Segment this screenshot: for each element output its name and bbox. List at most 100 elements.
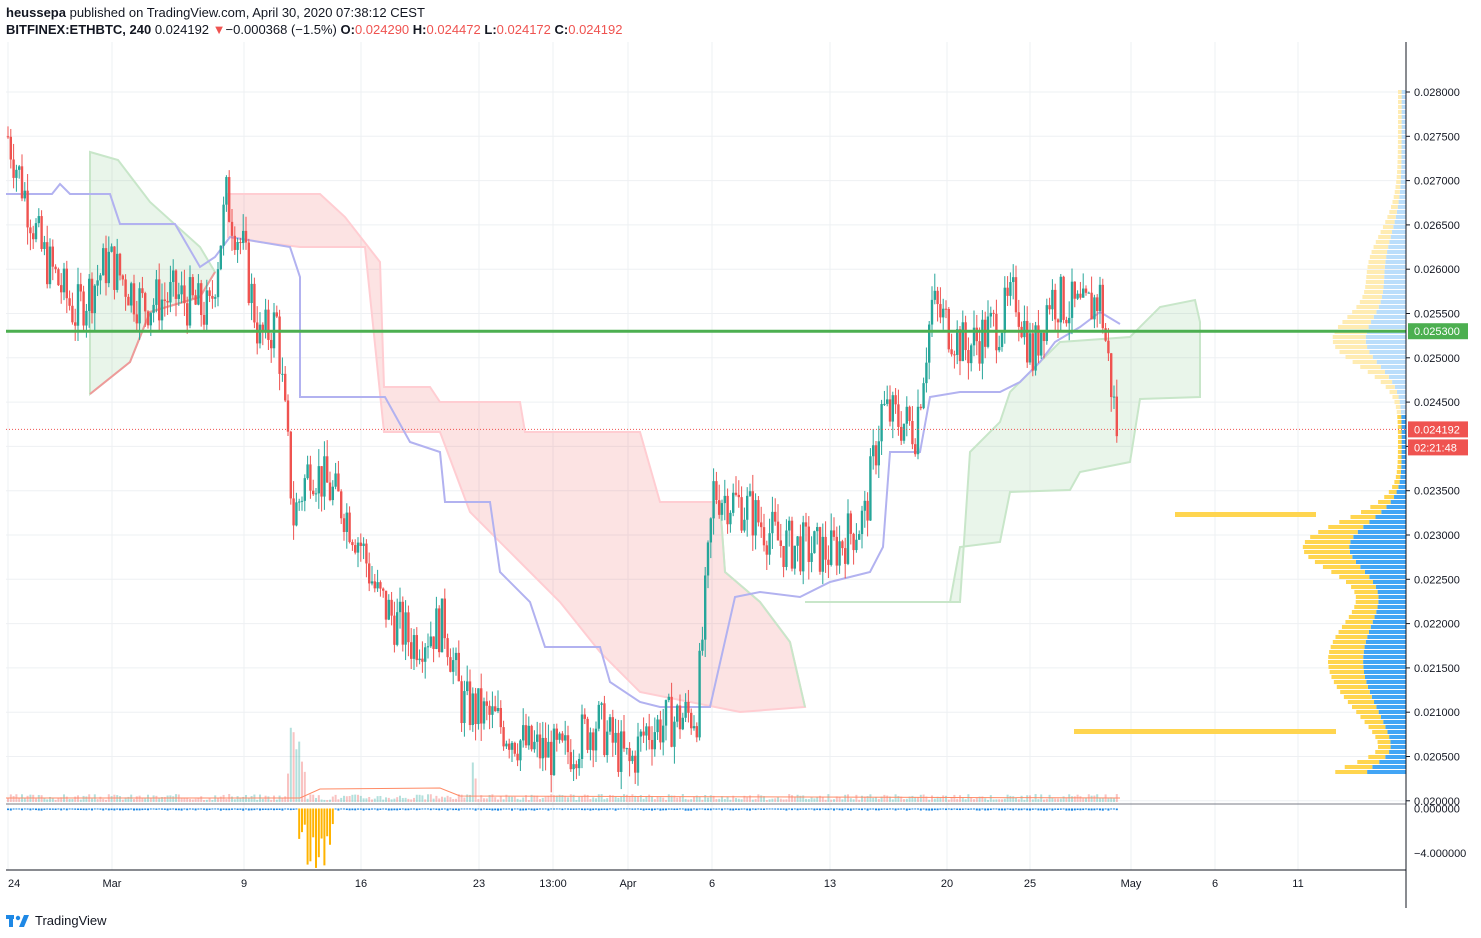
indicator-bar: [589, 808, 592, 811]
volume-bar: [933, 798, 936, 802]
volume-bar: [900, 796, 903, 802]
indicator-bar: [931, 808, 933, 811]
volume-bar: [928, 799, 931, 802]
candle-body: [191, 277, 194, 296]
candle-body: [186, 303, 189, 326]
candle-body: [628, 748, 631, 762]
candle-body: [575, 764, 578, 769]
author-name[interactable]: heussepa: [6, 5, 66, 20]
volume-bar: [334, 794, 337, 802]
low-label: L:: [484, 22, 497, 37]
indicator-bar: [68, 808, 71, 810]
indicator-bar: [1082, 808, 1085, 811]
candle-body: [830, 530, 833, 565]
candle-body: [1115, 396, 1118, 437]
indicator-bar: [242, 808, 245, 811]
volume-profile-bar: [1389, 240, 1406, 244]
volume-bar: [833, 799, 835, 802]
indicator-bar: [513, 808, 516, 810]
candle-body: [712, 481, 715, 519]
indicator-bar: [1076, 808, 1079, 811]
volume-profile-bar: [1387, 730, 1406, 734]
volume-bar: [936, 796, 939, 802]
time-tick-label: 6: [1212, 878, 1218, 890]
price-levels: [6, 329, 1406, 430]
candle-body: [362, 543, 365, 546]
candle-body: [597, 704, 600, 729]
volume-bar: [359, 795, 362, 802]
indicator-bar: [536, 808, 539, 810]
candle-body: [1040, 332, 1043, 356]
volume-bar: [709, 795, 712, 802]
candle-body: [566, 735, 570, 753]
volume-bar: [474, 778, 477, 802]
indicator-bar: [984, 808, 987, 811]
candle-body: [124, 279, 127, 297]
last-price: 0.024192: [154, 22, 210, 37]
candle-body: [40, 216, 43, 249]
indicator-bar: [480, 808, 483, 811]
price-chart[interactable]: 0.0280000.0275000.0270000.0265000.026000…: [0, 42, 1481, 908]
volume-bar: [399, 795, 401, 802]
candle-body: [1068, 317, 1071, 324]
volume-bar: [497, 799, 499, 802]
candle-body: [883, 403, 886, 405]
volume-bar: [393, 798, 396, 802]
volume-bar: [396, 797, 399, 802]
candle-body: [219, 245, 222, 270]
candle-body: [463, 691, 466, 724]
volume-bar: [133, 799, 135, 802]
volume-bar: [698, 797, 701, 802]
indicator-bar: [348, 808, 351, 811]
volume-profile-bar: [1349, 545, 1406, 549]
indicator-bar: [169, 808, 172, 810]
volume-profile-bar: [1397, 415, 1402, 419]
candle-body: [852, 533, 855, 551]
volume-profile-bar: [1401, 125, 1406, 129]
candle-body: [435, 608, 438, 649]
indicator-bar: [555, 808, 558, 810]
volume-bar: [261, 798, 264, 802]
indicator-bar: [427, 808, 429, 810]
candle-body: [1101, 284, 1104, 329]
countdown-badge: [1408, 439, 1468, 456]
candle-body: [967, 350, 970, 364]
volume-profile-bar: [1394, 480, 1400, 484]
indicator-bar: [572, 808, 575, 810]
volume-profile-bar: [1399, 195, 1406, 199]
time-tick-label: 6: [709, 878, 715, 890]
candle-body: [281, 373, 284, 375]
indicator-bar: [74, 808, 77, 810]
volume-bar: [1079, 796, 1082, 802]
indicator-bar: [516, 808, 519, 810]
published-text: published on TradingView.com, April 30, …: [65, 5, 425, 20]
volume-profile-bar: [1368, 260, 1386, 264]
candle-body: [846, 513, 850, 564]
symbol-label[interactable]: BITFINEX:ETHBTC, 240: [6, 22, 152, 37]
tradingview-brand[interactable]: TradingView: [35, 912, 107, 928]
volume-bar: [589, 799, 592, 802]
indicator-bar: [1012, 808, 1015, 811]
indicator-bar: [239, 808, 242, 810]
indicator-bar: [40, 808, 43, 811]
indicator-bar: [625, 808, 628, 810]
indicator-tick-label: 0.000000: [1414, 803, 1460, 815]
volume-profile-bar: [1355, 560, 1406, 564]
volume-profile-bar: [1345, 580, 1373, 584]
volume-profile-bar: [1392, 485, 1399, 489]
price-tick-label: 0.022000: [1414, 619, 1460, 631]
candle-body: [1059, 276, 1062, 323]
high-value: 0.024472: [426, 22, 481, 37]
candle-body: [23, 190, 26, 199]
indicator-bar: [539, 808, 541, 810]
candle-body: [174, 270, 178, 299]
volume-bar: [1099, 798, 1101, 802]
candle-body: [936, 290, 939, 305]
indicator-bar: [855, 808, 858, 810]
volume-bar: [911, 795, 914, 802]
candle-body: [925, 362, 928, 384]
candle-body: [205, 290, 208, 325]
volume-profile-bar: [1401, 105, 1406, 109]
candle-body: [524, 725, 528, 746]
candle-body: [365, 543, 368, 564]
